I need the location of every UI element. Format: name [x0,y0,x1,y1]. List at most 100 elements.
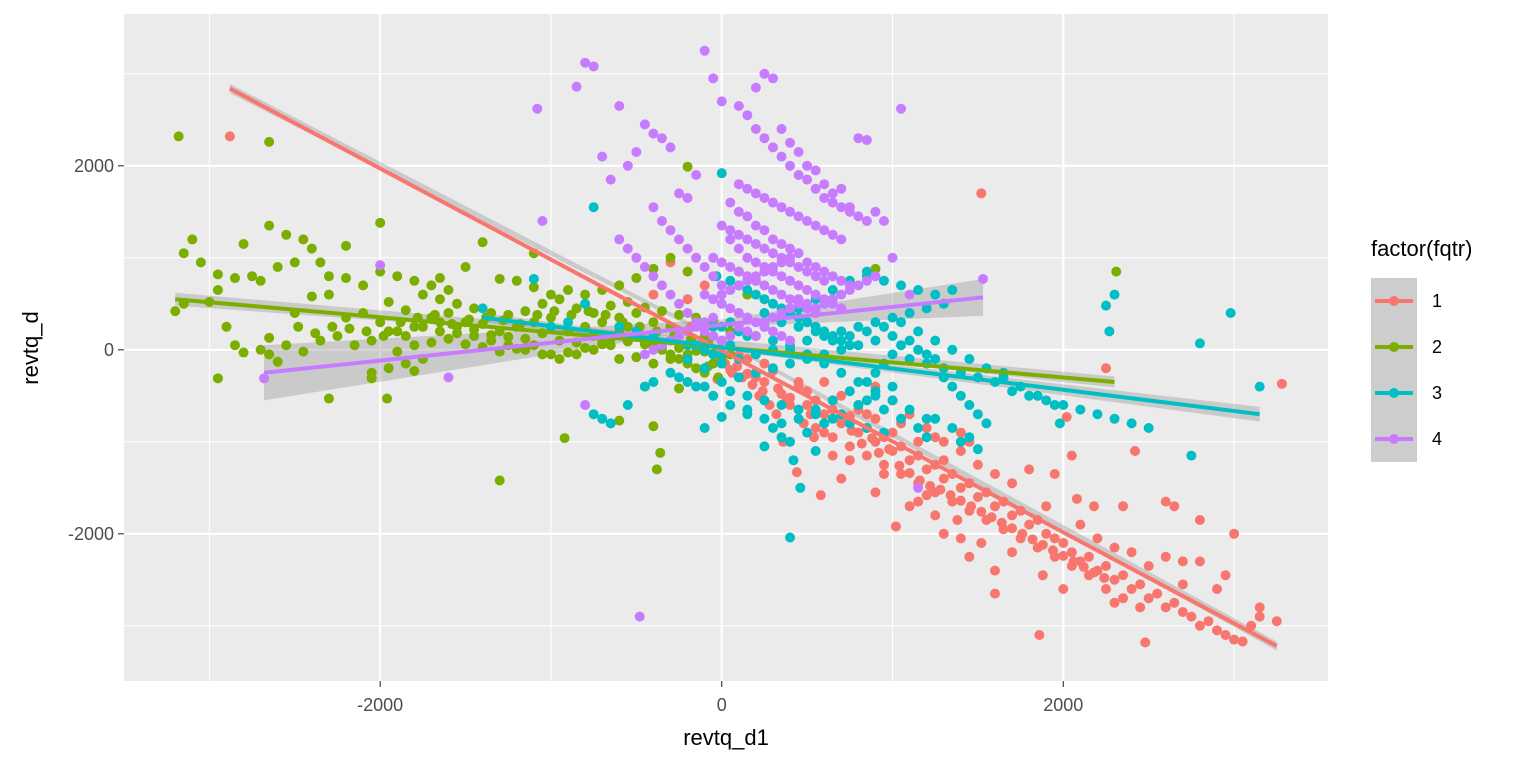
point-series-1 [913,496,924,507]
point-series-2 [486,335,497,346]
point-series-1 [976,538,987,548]
point-series-1 [955,495,966,506]
point-series-2 [238,239,249,249]
point-series-3 [1225,308,1236,318]
point-series-4 [759,68,770,79]
point-series-3 [785,358,796,369]
point-series-4 [605,174,616,185]
point-series-1 [1246,620,1257,631]
point-series-4 [827,229,838,240]
point-series-3 [921,349,932,360]
point-series-3 [682,354,693,364]
point-series-3 [776,432,787,443]
x-axis-title: revtq_d1 [683,725,769,750]
point-series-4 [532,103,543,114]
legend-key-point-2 [1389,342,1399,352]
point-series-1 [1135,602,1146,613]
point-series-2 [323,289,334,300]
point-series-4 [725,331,736,341]
point-series-2 [537,349,548,360]
point-series-1 [1066,547,1077,558]
point-series-4 [776,151,787,162]
point-series-4 [639,119,650,130]
point-series-1 [861,450,872,461]
point-series-1 [1024,519,1035,530]
point-series-2 [460,339,471,350]
point-series-1 [1194,620,1205,631]
point-series-2 [212,269,223,280]
point-series-3 [861,395,872,406]
point-series-4 [759,133,770,144]
point-series-1 [1100,584,1111,594]
point-series-2 [366,367,377,378]
point-series-4 [785,275,796,286]
point-series-3 [913,285,924,295]
point-series-4 [776,308,787,318]
point-series-1 [878,469,889,479]
point-series-3 [844,386,855,397]
point-series-3 [878,321,889,332]
point-series-4 [682,193,693,203]
point-series-4 [785,160,796,171]
point-series-4 [716,96,727,107]
point-series-2 [230,340,241,351]
point-series-4 [733,308,744,318]
point-series-1 [1024,464,1035,475]
y-axis-title: revtq_d [18,311,43,384]
point-series-2 [264,332,275,343]
point-series-1 [870,487,881,498]
point-series-4 [785,243,796,254]
point-series-3 [836,344,847,355]
point-series-2 [648,317,659,328]
point-series-4 [978,273,989,284]
point-series-4 [691,170,702,180]
point-series-4 [622,243,633,254]
point-series-4 [810,271,821,282]
point-series-3 [964,354,975,364]
point-series-1 [1177,607,1188,617]
point-series-3 [972,444,983,455]
point-series-4 [836,202,847,213]
point-series-2 [400,358,411,369]
point-series-3 [955,390,966,401]
point-series-4 [767,142,778,153]
point-series-4 [571,81,582,92]
point-series-2 [332,331,343,341]
point-series-1 [1194,556,1205,567]
ci-ribbon-2 [175,292,1115,388]
point-series-3 [759,413,770,424]
point-series-1 [1109,574,1120,585]
trend-line-1 [228,86,1278,648]
point-series-2 [409,340,420,351]
point-series-4 [597,151,608,162]
point-series-2 [520,306,531,317]
point-series-1 [870,413,881,424]
point-series-2 [341,240,352,251]
point-series-4 [861,135,872,146]
point-series-4 [776,202,787,213]
point-series-4 [819,193,830,203]
point-series-2 [306,291,317,302]
point-series-3 [844,340,855,351]
point-series-1 [1017,528,1028,539]
point-series-1 [771,409,782,420]
point-series-2 [434,273,445,284]
trend-line-3 [482,315,1260,417]
point-series-1 [878,459,889,470]
point-series-4 [802,257,813,268]
point-series-1 [1049,469,1060,479]
point-series-1 [952,515,963,525]
point-series-3 [725,275,736,286]
point-series-1 [964,551,975,562]
point-series-4 [580,57,591,68]
point-series-1 [1194,515,1205,525]
point-series-4 [853,280,864,291]
point-series-4 [853,211,864,222]
point-series-2 [691,363,702,374]
point-series-4 [759,243,770,254]
point-series-3 [580,298,591,309]
point-series-4 [802,285,813,295]
point-series-4 [767,326,778,337]
point-series-3 [981,418,992,429]
point-series-1 [1078,561,1089,572]
